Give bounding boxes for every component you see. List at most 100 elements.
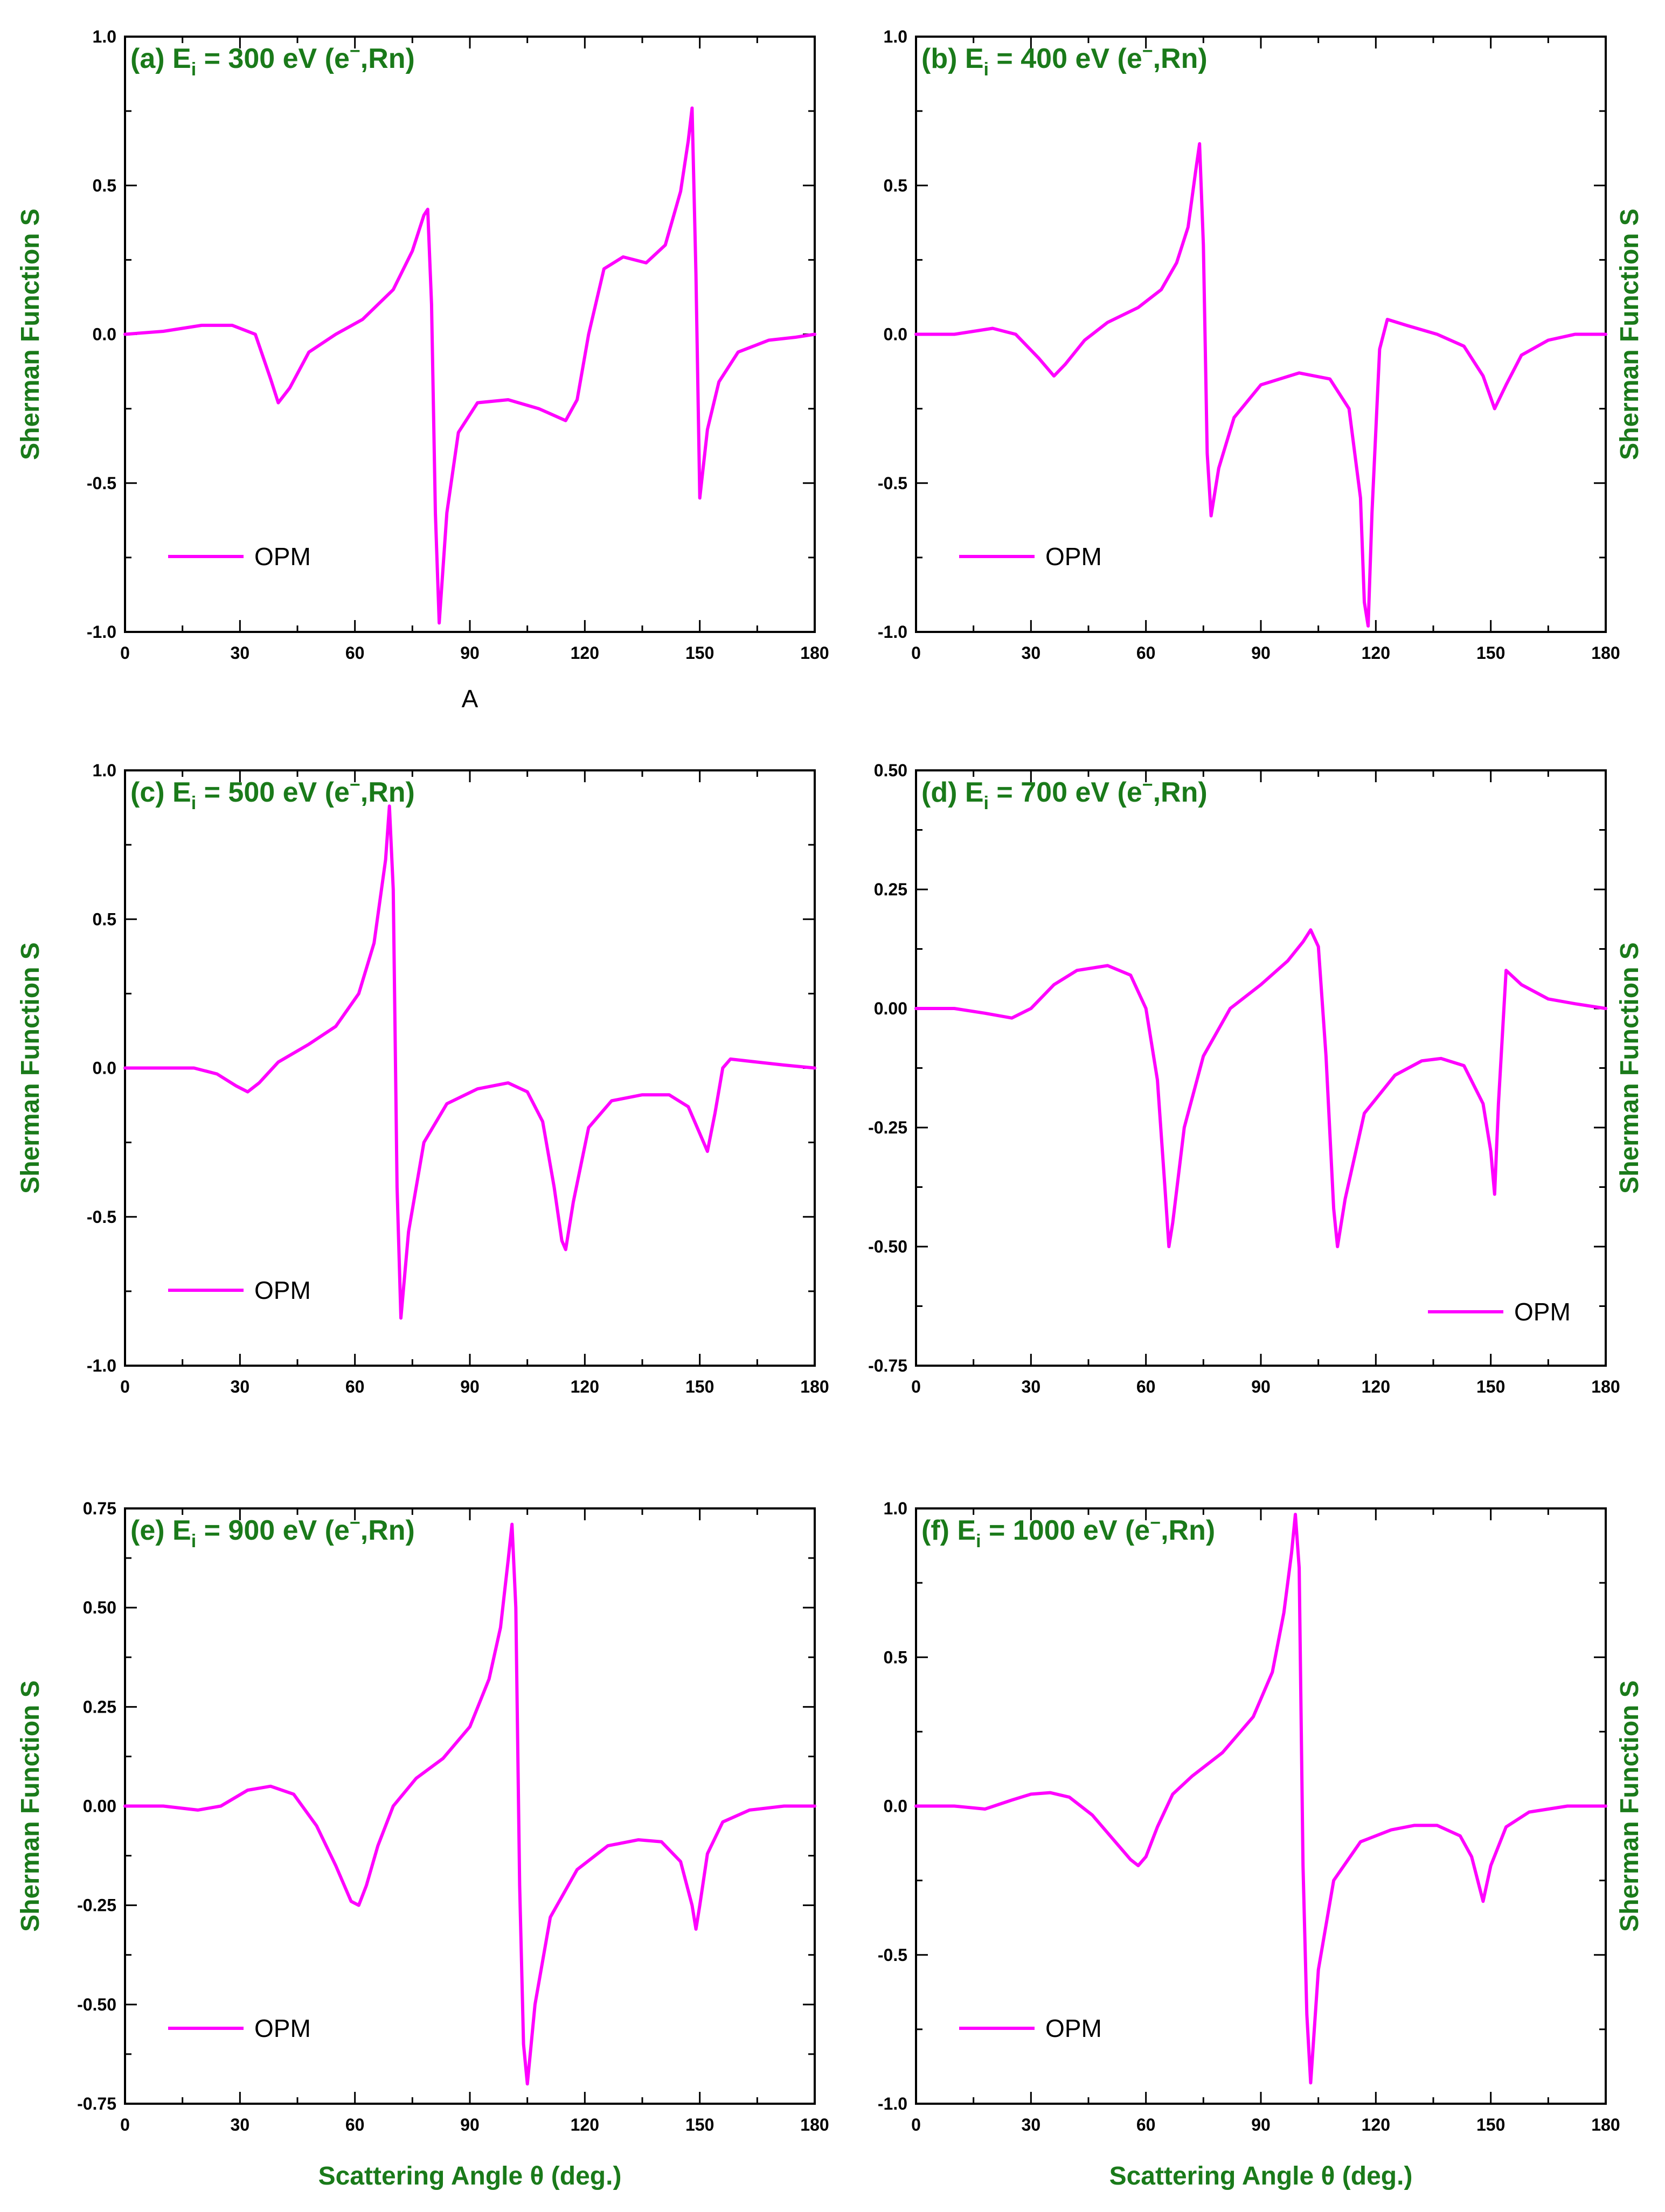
panel-title: (b) Ei = 400 eV (e−,Rn) xyxy=(921,41,1208,80)
legend-label: OPM xyxy=(1514,1298,1571,1326)
x-tick-label: 180 xyxy=(800,1377,829,1396)
series-line-opm xyxy=(123,1522,816,2086)
x-tick-label: 180 xyxy=(1591,643,1620,663)
x-tick-label: 60 xyxy=(1136,1377,1156,1396)
x-tick-label: 90 xyxy=(460,2115,480,2134)
legend-label: OPM xyxy=(254,542,311,571)
y-tick-label: -0.5 xyxy=(87,1207,116,1227)
x-tick-label: 30 xyxy=(231,2115,250,2134)
plot-frame xyxy=(124,769,816,1367)
y-tick-label: 0.5 xyxy=(93,176,116,195)
x-tick-label: 60 xyxy=(345,1377,365,1396)
plot-frame xyxy=(915,36,1607,633)
legend-label: OPM xyxy=(254,2014,311,2042)
x-tick-label: 90 xyxy=(1251,2115,1271,2134)
y-tick-label: -0.5 xyxy=(878,474,907,493)
x-tick-label: 90 xyxy=(460,1377,480,1396)
series-line-opm xyxy=(914,142,1607,628)
y-tick-label: 0.5 xyxy=(884,176,907,195)
x-tick-label: 90 xyxy=(460,643,480,663)
x-tick-label: 60 xyxy=(1136,643,1156,663)
y-tick-label: 0.5 xyxy=(93,909,116,929)
series-line-opm xyxy=(123,804,816,1320)
x-tick-label: 120 xyxy=(1362,2115,1390,2134)
y-tick-label: 0.00 xyxy=(83,1797,116,1816)
plot-frame xyxy=(915,1507,1607,2105)
x-tick-label: 0 xyxy=(120,643,130,663)
panel-b: 0 30 60 90 120 150 180 -1.0 -0.5 0.0 0.5 1.0 (b) Ei … xyxy=(878,27,1644,663)
x-tick-label: 150 xyxy=(1476,1377,1505,1396)
legend-label: OPM xyxy=(254,1276,311,1304)
y-axis-label: Sherman Function S xyxy=(16,208,45,460)
y-tick-label: 0.5 xyxy=(884,1647,907,1667)
x-tick-label: 60 xyxy=(1136,2115,1156,2134)
y-tick-label: 1.0 xyxy=(93,761,116,780)
x-tick-label: 150 xyxy=(685,2115,714,2134)
y-tick-label: -0.25 xyxy=(868,1118,907,1137)
x-tick-label: 150 xyxy=(1476,643,1505,663)
y-tick-label: -0.75 xyxy=(868,1356,907,1375)
y-tick-label: -0.25 xyxy=(77,1896,116,1915)
x-tick-label: 30 xyxy=(1022,2115,1041,2134)
x-tick-label: 0 xyxy=(911,643,921,663)
x-tick-label: 120 xyxy=(571,643,599,663)
plot-frame xyxy=(124,1507,816,2105)
y-tick-label: 0.0 xyxy=(884,325,907,344)
x-tick-label: 180 xyxy=(800,643,829,663)
x-tick-label: 30 xyxy=(231,1377,250,1396)
y-tick-label: 0.50 xyxy=(874,761,907,780)
x-tick-label: 90 xyxy=(1251,1377,1271,1396)
x-tick-label: 120 xyxy=(1362,643,1390,663)
y-tick-label: -1.0 xyxy=(878,622,907,642)
y-tick-label: 0.0 xyxy=(884,1797,907,1816)
x-tick-label: 0 xyxy=(120,2115,130,2134)
x-tick-label: 60 xyxy=(345,2115,365,2134)
series-line-opm xyxy=(914,1513,1607,2085)
y-axis-label: Sherman Function S xyxy=(1615,942,1644,1194)
x-tick-label: 0 xyxy=(911,1377,921,1396)
legend-label: OPM xyxy=(1045,542,1102,571)
y-axis-label: Sherman Function S xyxy=(1615,1680,1644,1932)
y-tick-label: 0.00 xyxy=(874,999,907,1018)
panel-title: (c) Ei = 500 eV (e−,Rn) xyxy=(130,775,415,813)
x-axis-label: Scattering Angle θ (deg.) xyxy=(318,2162,622,2190)
x-tick-label: 60 xyxy=(345,643,365,663)
panel-e: 0 30 60 90 120 150 180 -0.75 -0.50 -0.25 0.00 0.25 0… xyxy=(16,1499,829,2190)
x-tick-label: 30 xyxy=(1022,1377,1041,1396)
y-tick-label: -0.5 xyxy=(878,1945,907,1965)
x-tick-label: 0 xyxy=(911,2115,921,2134)
x-tick-label: 120 xyxy=(1362,1377,1390,1396)
y-tick-label: -0.50 xyxy=(77,1995,116,2014)
x-tick-label: 30 xyxy=(231,643,250,663)
y-tick-label: 0.75 xyxy=(83,1499,116,1518)
legend-label: OPM xyxy=(1045,2014,1102,2042)
y-tick-label: 0.0 xyxy=(93,325,116,344)
panel-f: 0 30 60 90 120 150 180 -1.0 -0.5 0.0 0.5 1.0 (f) Ei … xyxy=(878,1499,1644,2190)
y-tick-label: 1.0 xyxy=(93,27,116,46)
panel-c: 0 30 60 90 120 150 180 -1.0 -0.5 0.0 0.5 1.0 (c) Ei … xyxy=(16,761,829,1396)
y-axis-label: Sherman Function S xyxy=(16,942,45,1194)
series-line-opm xyxy=(123,106,816,625)
y-tick-label: -1.0 xyxy=(87,622,116,642)
x-tick-label: 150 xyxy=(685,1377,714,1396)
x-tick-label: 0 xyxy=(120,1377,130,1396)
panel-title: (a) Ei = 300 eV (e−,Rn) xyxy=(130,41,415,80)
x-tick-label: 120 xyxy=(571,2115,599,2134)
y-axis-label: Sherman Function S xyxy=(1615,208,1644,460)
y-tick-label: 0.25 xyxy=(83,1697,116,1716)
y-tick-label: 0.25 xyxy=(874,880,907,899)
panel-title: (f) Ei = 1000 eV (e−,Rn) xyxy=(921,1513,1215,1552)
y-axis-label: Sherman Function S xyxy=(16,1680,45,1932)
y-tick-label: -1.0 xyxy=(878,2094,907,2113)
x-tick-label: 180 xyxy=(1591,1377,1620,1396)
x-tick-label: 120 xyxy=(571,1377,599,1396)
plot-frame xyxy=(915,769,1607,1367)
x-tick-label: 150 xyxy=(685,643,714,663)
x-tick-label: 90 xyxy=(1251,643,1271,663)
panel-d: 0 30 60 90 120 150 180 -0.75 -0.50 -0.25 0.00 0.25 0… xyxy=(868,761,1644,1396)
annotation-label: A xyxy=(462,685,478,713)
plot-frame xyxy=(124,36,816,633)
y-tick-label: 1.0 xyxy=(884,1499,907,1518)
y-tick-label: 0.0 xyxy=(93,1059,116,1078)
